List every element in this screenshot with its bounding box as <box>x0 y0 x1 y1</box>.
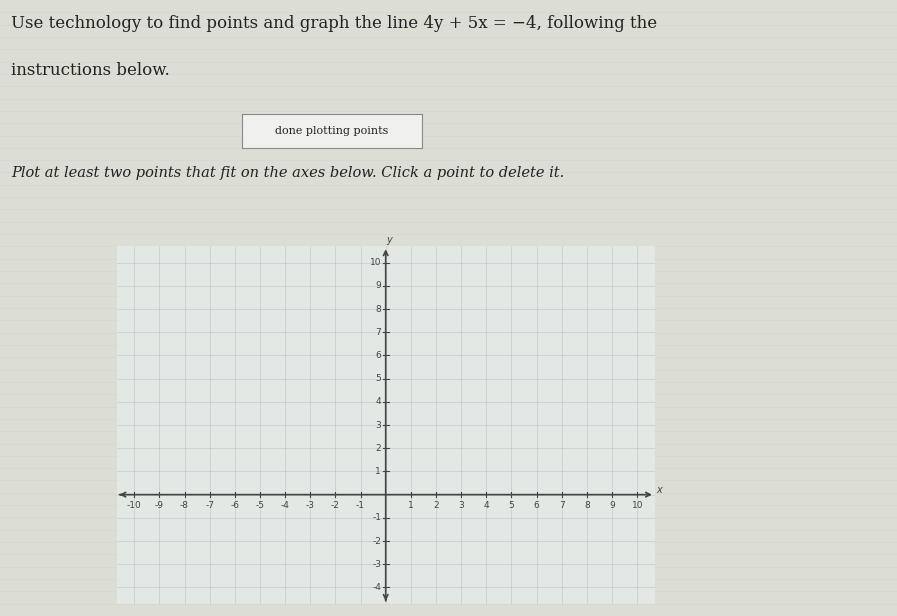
Text: 10: 10 <box>370 258 381 267</box>
Text: -2: -2 <box>372 537 381 546</box>
Text: 6: 6 <box>534 501 539 510</box>
Text: -4: -4 <box>281 501 290 510</box>
Text: -7: -7 <box>205 501 214 510</box>
Text: 8: 8 <box>584 501 590 510</box>
Text: 2: 2 <box>376 444 381 453</box>
Text: 7: 7 <box>559 501 564 510</box>
Text: -8: -8 <box>180 501 189 510</box>
Text: -4: -4 <box>372 583 381 592</box>
Text: -3: -3 <box>306 501 315 510</box>
Text: 10: 10 <box>631 501 643 510</box>
Text: -1: -1 <box>356 501 365 510</box>
Text: Plot at least two points that fit on the axes below. Click a point to delete it.: Plot at least two points that fit on the… <box>11 166 564 180</box>
Text: -3: -3 <box>372 560 381 569</box>
Text: 5: 5 <box>509 501 514 510</box>
Text: 1: 1 <box>408 501 414 510</box>
Text: 9: 9 <box>376 282 381 290</box>
Text: x: x <box>656 485 662 495</box>
Text: -2: -2 <box>331 501 340 510</box>
Text: 3: 3 <box>458 501 464 510</box>
Text: y: y <box>387 235 392 245</box>
Text: 3: 3 <box>376 421 381 429</box>
Text: 4: 4 <box>483 501 489 510</box>
Text: 5: 5 <box>376 374 381 383</box>
Text: 7: 7 <box>376 328 381 337</box>
Text: 1: 1 <box>376 467 381 476</box>
Text: 6: 6 <box>376 351 381 360</box>
Text: done plotting points: done plotting points <box>275 126 388 136</box>
Text: 2: 2 <box>433 501 439 510</box>
Text: Use technology to find points and graph the line 4y + 5x = −4, following the: Use technology to find points and graph … <box>11 15 657 33</box>
Text: -5: -5 <box>256 501 265 510</box>
Text: 9: 9 <box>609 501 615 510</box>
Text: -9: -9 <box>155 501 164 510</box>
Text: 8: 8 <box>376 304 381 314</box>
Text: instructions below.: instructions below. <box>11 62 170 79</box>
Text: -1: -1 <box>372 513 381 522</box>
Text: -10: -10 <box>126 501 142 510</box>
Text: -6: -6 <box>231 501 239 510</box>
Text: 4: 4 <box>376 397 381 407</box>
